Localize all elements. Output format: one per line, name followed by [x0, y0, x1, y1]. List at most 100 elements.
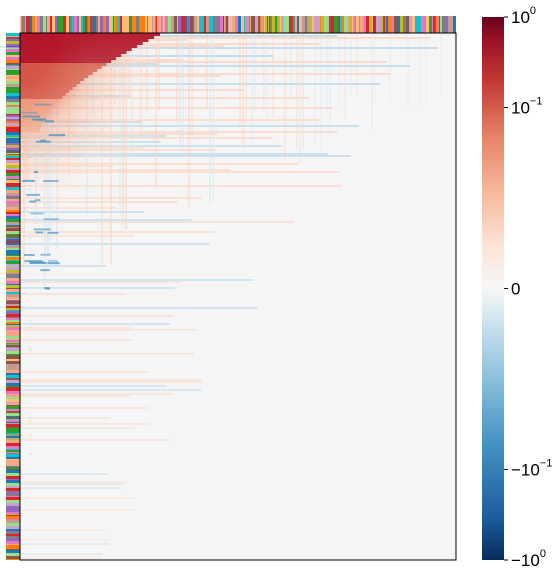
- column-strip-cell: [268, 16, 269, 33]
- column-strip-cell: [432, 16, 433, 33]
- heatmap-negative-cell: [32, 118, 47, 121]
- column-strip-cell: [174, 16, 177, 33]
- column-strip-cell: [69, 16, 70, 33]
- column-strip-cell: [35, 16, 37, 33]
- column-strip-cell: [181, 16, 182, 33]
- row-strip-cell: [6, 186, 20, 187]
- heatmap-negative-cell: [30, 212, 44, 215]
- column-strip-cell: [168, 16, 171, 33]
- column-strip-cell: [385, 16, 386, 33]
- column-strip-cell: [347, 16, 349, 33]
- heatmap-cell-block: [20, 57, 117, 60]
- row-strip-cell: [6, 264, 20, 266]
- row-strip-cell: [6, 245, 20, 248]
- row-strip-cell: [6, 102, 20, 105]
- row-strip-cell: [6, 219, 20, 222]
- row-strip-cell: [6, 333, 20, 336]
- column-strip-cell: [100, 16, 103, 33]
- row-strip-cell: [6, 494, 20, 495]
- heatmap-cell-block: [20, 63, 107, 66]
- row-strip-cell: [6, 285, 20, 288]
- row-strip-cell: [6, 348, 20, 351]
- column-strip-cell: [145, 16, 147, 33]
- heatmap-cell-block: [20, 51, 127, 54]
- heatmap-negative-cell: [48, 134, 66, 137]
- row-strip-cell: [6, 541, 20, 544]
- row-strip-cell: [6, 479, 20, 480]
- row-strip-cell: [6, 193, 20, 195]
- column-strip-cell: [32, 16, 35, 33]
- row-strip-cell: [6, 199, 20, 201]
- row-strip-cell: [6, 234, 20, 235]
- row-strip-cell: [6, 514, 20, 515]
- heatmap-cell-block: [20, 39, 149, 42]
- column-strip-cell: [426, 16, 429, 33]
- row-strip-cell: [6, 39, 20, 41]
- column-strip-cell: [70, 16, 72, 33]
- row-strip-cell: [6, 106, 20, 107]
- row-strip-cell: [6, 523, 20, 526]
- row-strip-cell: [6, 544, 20, 545]
- heatmap-cell-block: [20, 120, 44, 123]
- row-strip-cell: [6, 147, 20, 148]
- column-strip-cell: [223, 16, 224, 33]
- row-strip-cell: [6, 427, 20, 428]
- row-strip-cell: [6, 526, 20, 529]
- row-strip-cell: [6, 123, 20, 126]
- row-strip-cell: [6, 503, 20, 506]
- row-strip-cell: [6, 238, 20, 239]
- column-strip-cell: [246, 16, 247, 33]
- row-strip-cell: [6, 55, 20, 57]
- heatmap-cell-block: [20, 84, 77, 87]
- row-strip-cell: [6, 165, 20, 168]
- colorbar-ticks: 100 10−1 0 −10−1 −100: [504, 5, 552, 570]
- row-strip-cell: [6, 491, 20, 492]
- column-strip-cell: [445, 16, 448, 33]
- column-strip-cell: [425, 16, 426, 33]
- column-strip-cell: [340, 16, 342, 33]
- row-strip-cell: [6, 119, 20, 121]
- row-strip-cell: [6, 488, 20, 490]
- column-strip-cell: [118, 16, 120, 33]
- column-strip-cell: [320, 16, 321, 33]
- heatmap-frame: [19, 32, 457, 561]
- row-strip-cell: [6, 250, 20, 253]
- column-strip-cell: [255, 16, 258, 33]
- column-strip-cell: [79, 16, 81, 33]
- row-strip-cell: [6, 33, 20, 36]
- row-strip-cell: [6, 239, 20, 241]
- row-strip-cell: [6, 520, 20, 523]
- row-strip-cell: [6, 256, 20, 257]
- column-strip-cell: [149, 16, 151, 33]
- column-strip-cell: [81, 16, 83, 33]
- column-strip-cell: [264, 16, 265, 33]
- column-strip-cell: [331, 16, 334, 33]
- row-strip-cell: [6, 411, 20, 413]
- heatmap-cell-block: [20, 126, 41, 129]
- row-strip-cell: [6, 431, 20, 433]
- row-strip-cell: [6, 386, 20, 387]
- column-strip-cell: [113, 16, 114, 33]
- column-strip-cell: [206, 16, 209, 33]
- column-strip-cell: [360, 16, 363, 33]
- row-strip-cell: [6, 310, 20, 311]
- column-strip-cell: [378, 16, 381, 33]
- row-strip-cell: [6, 278, 20, 281]
- row-strip-cell: [6, 81, 20, 84]
- row-strip-cell: [6, 231, 20, 234]
- column-strip-cell: [250, 16, 251, 33]
- row-strip-cell: [6, 292, 20, 294]
- row-strip-cell: [6, 492, 20, 494]
- row-strip-cell: [6, 43, 20, 44]
- row-strip-cell: [6, 359, 20, 361]
- column-strip-cell: [151, 16, 152, 33]
- column-strip-cell: [409, 16, 412, 33]
- row-strip-cell: [6, 160, 20, 163]
- row-strip-cell: [6, 399, 20, 402]
- row-strip-cell: [6, 519, 20, 520]
- column-strip-cell: [158, 16, 161, 33]
- row-strip-cell: [6, 93, 20, 96]
- column-strip-cell: [383, 16, 384, 33]
- column-strip-cell: [291, 16, 293, 33]
